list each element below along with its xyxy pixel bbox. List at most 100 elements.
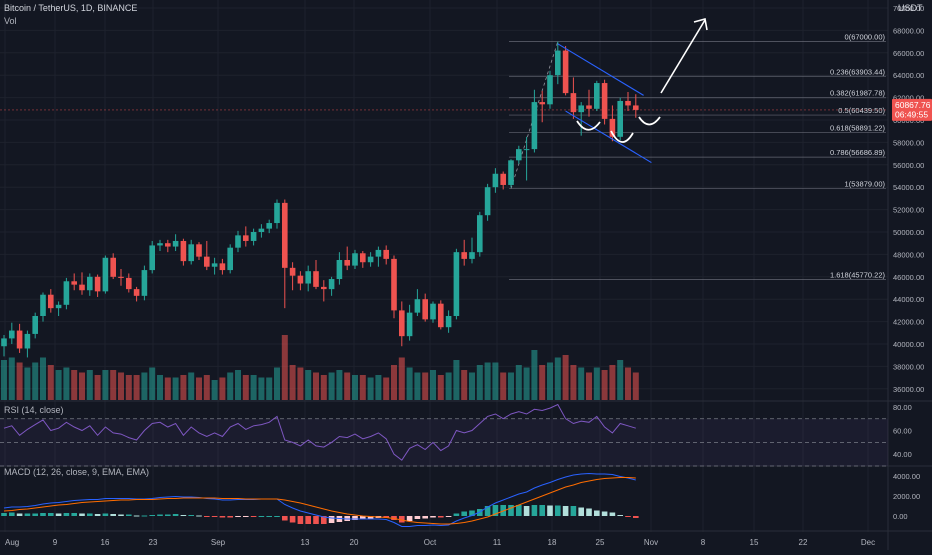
- macd-histogram-bar: [360, 516, 366, 519]
- volume-bar: [133, 375, 140, 400]
- macd-histogram-bar: [516, 505, 522, 516]
- candle-body: [539, 102, 545, 105]
- price-tick-label: 48000.00: [893, 250, 924, 259]
- macd-histogram-bar: [282, 516, 288, 521]
- currency-label: USDT: [898, 3, 923, 13]
- volume-bar: [617, 360, 624, 400]
- macd-histogram-bar: [188, 515, 194, 516]
- macd-histogram-bar: [328, 516, 335, 523]
- macd-histogram-bar: [211, 516, 218, 517]
- time-tick-label: 20: [350, 538, 359, 547]
- price-tick-label: 38000.00: [893, 362, 924, 371]
- candle-body: [16, 330, 23, 349]
- macd-histogram-bar: [430, 516, 436, 518]
- candle-body: [477, 215, 483, 253]
- volume-bar: [94, 375, 101, 400]
- candle-body: [165, 243, 171, 247]
- volume-bar: [383, 377, 390, 400]
- macd-histogram-bar: [633, 516, 639, 518]
- time-tick-label: 25: [596, 538, 605, 547]
- macd-histogram-bar: [399, 516, 405, 523]
- volume-bar: [32, 362, 39, 400]
- candle-body: [102, 257, 109, 292]
- right-shoulder-curve: [638, 116, 661, 126]
- symbol-title: Bitcoin / TetherUS, 1D, BINANCE: [4, 3, 137, 13]
- candle-body: [133, 289, 140, 296]
- volume-bar: [609, 365, 616, 400]
- rsi-legend: RSI (14, close): [4, 405, 64, 415]
- macd-histogram-bar: [547, 505, 553, 516]
- candle-body: [360, 253, 366, 263]
- macd-histogram-bar: [87, 513, 93, 516]
- volume-bar: [258, 377, 265, 400]
- macd-histogram-bar: [172, 514, 179, 516]
- volume-bar: [414, 372, 421, 400]
- macd-histogram-bar: [539, 505, 545, 516]
- macd-histogram-bar: [266, 516, 272, 517]
- volume-bar: [562, 355, 569, 400]
- macd-histogram-bar: [157, 514, 163, 516]
- rsi-tick-label: 40.00: [893, 450, 912, 459]
- volume-bar: [523, 367, 530, 400]
- candle-body: [633, 105, 639, 110]
- fib-level-label: 0(67000.00): [845, 33, 886, 42]
- volume-bar: [344, 372, 351, 400]
- price-tick-label: 58000.00: [893, 138, 924, 147]
- macd-tick-label: 0.00: [893, 512, 908, 521]
- volume-bar: [578, 367, 585, 400]
- macd-histogram-bar: [63, 513, 70, 516]
- target-arrow-line: [660, 19, 706, 94]
- volume-bar: [141, 372, 148, 400]
- volume-bar: [547, 362, 553, 400]
- candle-body: [63, 281, 70, 305]
- time-tick-label: 16: [101, 538, 110, 547]
- candle-body: [508, 160, 514, 185]
- volume-bar: [211, 380, 218, 400]
- macd-histogram-bar: [48, 513, 54, 516]
- candle-body: [336, 260, 343, 280]
- volume-bar: [352, 375, 358, 400]
- price-tick-label: 40000.00: [893, 340, 924, 349]
- volume-bar: [554, 357, 561, 400]
- volume-bar: [453, 360, 460, 400]
- head-curve: [610, 130, 634, 143]
- volume-bar: [102, 370, 109, 400]
- macd-histogram-bar: [570, 506, 577, 516]
- candle-body: [562, 50, 569, 94]
- channel-lower-line: [565, 110, 652, 164]
- volume-bar: [79, 372, 85, 400]
- price-tick-label: 56000.00: [893, 161, 924, 170]
- volume-bar: [328, 372, 335, 400]
- candle-body: [414, 299, 421, 313]
- macd-histogram-bar: [250, 516, 257, 517]
- macd-histogram-bar: [352, 516, 358, 520]
- candle-body: [445, 316, 452, 328]
- candle-body: [24, 333, 31, 349]
- volume-bar: [86, 370, 93, 400]
- volume-bar: [570, 365, 577, 400]
- macd-histogram-bar: [586, 508, 592, 516]
- fib-level-label: 0.786(56686.89): [830, 148, 886, 157]
- time-tick-label: 8: [701, 538, 706, 547]
- volume-bar: [71, 370, 78, 400]
- macd-histogram-bar: [16, 513, 23, 516]
- volume-bar: [601, 370, 608, 400]
- macd-histogram-bar: [438, 516, 444, 518]
- volume-bar: [445, 372, 452, 400]
- volume-bar: [125, 375, 132, 400]
- time-tick-label: 11: [493, 538, 502, 547]
- candle-body: [547, 75, 553, 105]
- user-drawings[interactable]: [557, 17, 708, 164]
- candle-body: [250, 232, 257, 241]
- volume-bar: [422, 372, 429, 400]
- candle-body: [555, 50, 561, 76]
- volume-bar: [430, 370, 436, 400]
- macd-histogram-bar: [204, 516, 210, 517]
- price-tick-label: 70000.00: [893, 4, 924, 13]
- volume-bar: [305, 370, 312, 400]
- fib-level-label: 1(53879.00): [845, 180, 886, 189]
- macd-histogram-bar: [227, 516, 233, 518]
